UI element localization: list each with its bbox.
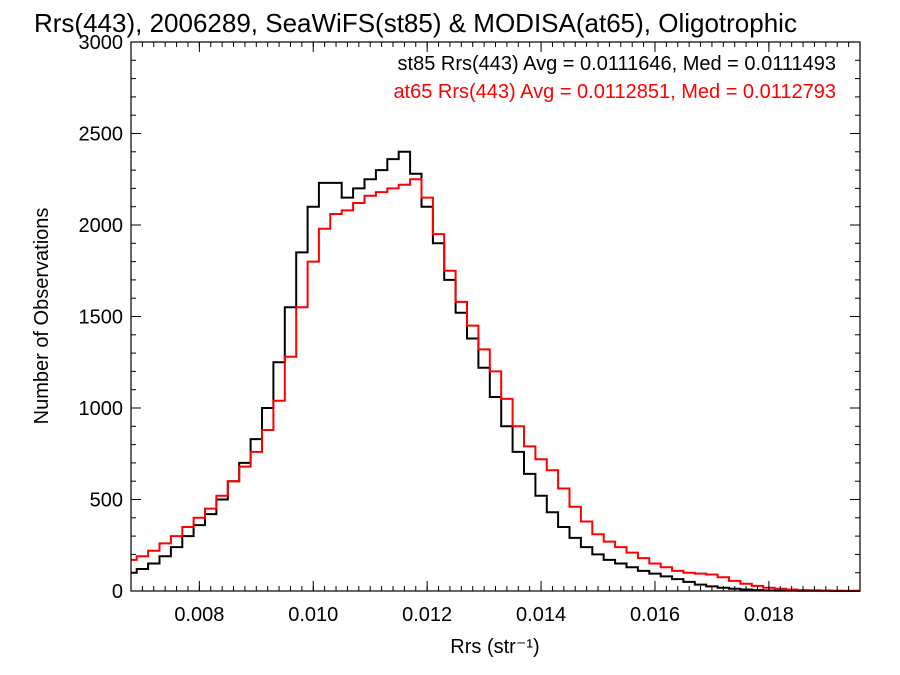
series-line-st85 (131, 150, 860, 592)
chart-title: Rrs(443), 2006289, SeaWiFS(st85) & MODIS… (34, 8, 797, 38)
x-axis-label: Rrs (str⁻¹) (450, 636, 539, 658)
y-tick-label: 3000 (79, 32, 124, 54)
axis-ticks: 0.008 0.010 0.012 0.014 0.016 0.018 0 500 1000 15… (79, 32, 860, 626)
y-tick-label: 500 (90, 490, 123, 512)
y-tick-label: 1000 (79, 398, 124, 420)
x-tick-label: 0.008 (174, 604, 224, 626)
y-tick-label: 2500 (79, 124, 124, 146)
x-tick-label: 0.016 (630, 604, 680, 626)
x-tick-label: 0.014 (516, 604, 566, 626)
y-axis-label: Number of Observations (31, 208, 53, 425)
y-tick-label: 0 (112, 581, 123, 603)
y-tick-label: 1500 (79, 307, 124, 329)
x-tick-label: 0.012 (402, 604, 452, 626)
x-tick-label: 0.018 (744, 604, 794, 626)
x-tick-label: 0.010 (288, 604, 338, 626)
legend-annotation-at65: at65 Rrs(443) Avg = 0.0112851, Med = 0.0… (393, 81, 836, 103)
y-tick-label: 2000 (79, 215, 124, 237)
plot-area (131, 150, 860, 592)
plot-frame (130, 41, 861, 592)
series-line-at65 (131, 178, 860, 592)
legend-annotation-st85: st85 Rrs(443) Avg = 0.0111646, Med = 0.0… (398, 53, 836, 75)
